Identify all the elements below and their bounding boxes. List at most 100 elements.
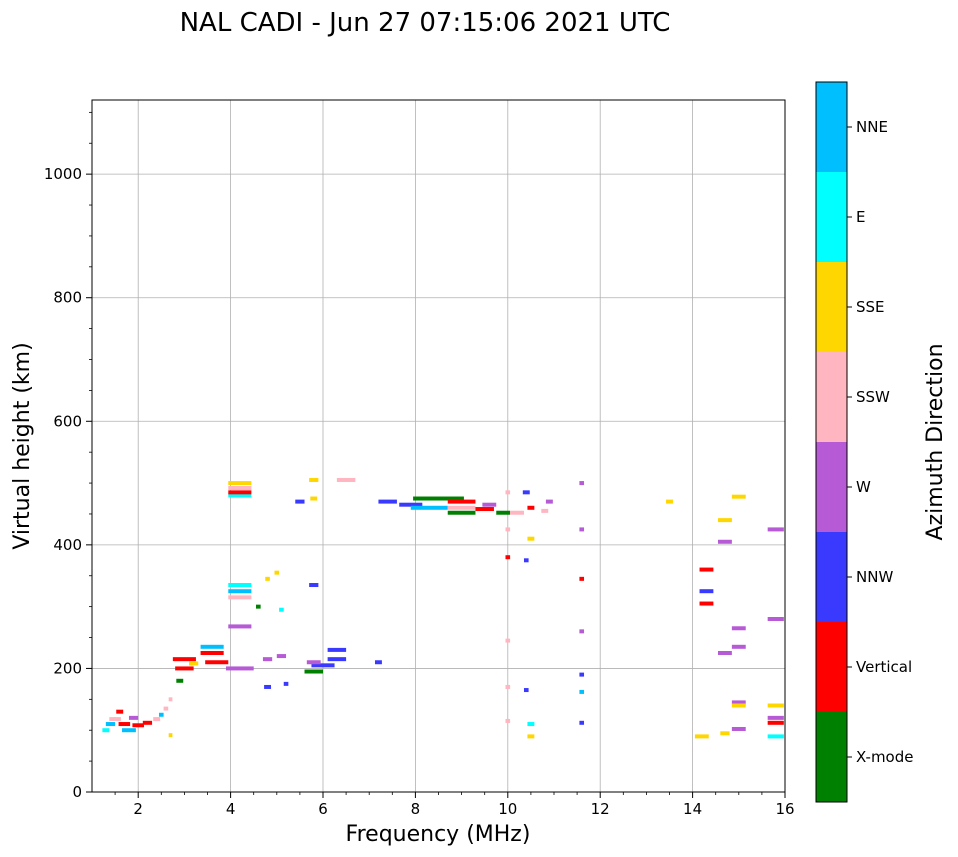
echo-point-vertical — [447, 499, 476, 504]
colorbar-segment-sse — [816, 262, 847, 352]
echo-point-nnw — [399, 502, 423, 507]
echo-point-sse — [694, 734, 709, 739]
y-tick-label: 400 — [53, 536, 82, 554]
echo-point-nnw — [522, 490, 530, 495]
echo-point-sse — [527, 734, 535, 739]
colorbar-label: X-mode — [856, 748, 913, 766]
echo-point-e — [527, 722, 535, 727]
echo-point-vertical — [118, 722, 131, 727]
echo-point-nnw — [579, 720, 585, 725]
echo-point-nnw — [327, 657, 347, 662]
echo-point-nne — [579, 689, 585, 694]
echo-point-x-mode — [304, 669, 323, 674]
echo-point-sse — [767, 703, 784, 708]
echo-point-vertical — [205, 660, 229, 665]
echo-point-ssw — [505, 684, 511, 689]
echo-point-ssw — [109, 717, 121, 722]
echo-point-nne — [158, 712, 164, 717]
colorbar-segment-nne — [816, 82, 847, 172]
data-points — [102, 477, 784, 739]
echo-point-vertical — [142, 720, 153, 725]
colorbar-label: NNE — [856, 118, 888, 136]
colorbar-segment-nnw — [816, 532, 847, 622]
echo-point-vertical — [116, 709, 124, 714]
colorbar: X-mode Vertical NNW W SSW SSE E NNE — [815, 81, 913, 803]
echo-point-w — [262, 657, 273, 662]
echo-point-w — [767, 617, 784, 621]
echo-point-w — [482, 502, 497, 507]
y-tick-label: 200 — [53, 659, 82, 677]
y-tick-label: 0 — [72, 783, 82, 801]
y-tick-label: 600 — [53, 412, 82, 430]
colorbar-label: E — [856, 208, 865, 226]
y-axis-label: Virtual height (km) — [10, 342, 35, 549]
echo-point-nnw — [327, 647, 347, 652]
echo-point-sse — [168, 733, 173, 738]
echo-point-x-mode — [496, 510, 511, 515]
echo-point-sse — [310, 496, 318, 501]
echo-point-x-mode — [447, 510, 476, 515]
colorbar-title: Azimuth Direction — [923, 343, 948, 540]
echo-point-w — [579, 481, 585, 486]
y-axis-ticks: 0 200 400 600 800 1000 — [44, 111, 92, 801]
x-axis-ticks: 2 4 6 8 10 12 14 16 — [114, 792, 795, 818]
echo-point-vertical — [200, 650, 224, 655]
x-tick-label: 2 — [133, 800, 143, 818]
colorbar-label: NNW — [856, 568, 893, 586]
colorbar-segment-vertical — [816, 622, 847, 712]
echo-point-ssw — [163, 706, 169, 711]
x-tick-label: 4 — [226, 800, 236, 818]
chart-title: NAL CADI - Jun 27 07:15:06 2021 UTC — [180, 8, 671, 38]
echo-point-nnw — [264, 684, 272, 689]
echo-point-sse — [731, 494, 746, 499]
echo-point-nne — [228, 589, 252, 594]
echo-point-nnw — [523, 558, 529, 563]
echo-point-e — [228, 493, 252, 498]
echo-point-w — [767, 715, 784, 720]
echo-point-ssw — [505, 638, 511, 643]
echo-point-sse — [228, 481, 252, 486]
echo-point-ssw — [447, 505, 476, 510]
plot-frame — [91, 99, 786, 793]
echo-point-w — [276, 654, 287, 659]
colorbar-label: Vertical — [856, 658, 912, 676]
x-tick-label: 16 — [775, 800, 794, 818]
echo-point-ssw — [510, 510, 524, 515]
echo-point-sse — [189, 661, 199, 666]
echo-point-w — [225, 666, 254, 671]
echo-point-w — [767, 527, 784, 532]
echo-point-vertical — [175, 666, 194, 671]
colorbar-frame — [815, 81, 848, 803]
echo-point-vertical — [699, 567, 714, 572]
echo-point-w — [579, 527, 585, 532]
echo-point-sse — [274, 570, 280, 575]
x-tick-label: 10 — [498, 800, 517, 818]
x-axis-label: Frequency (MHz) — [346, 822, 531, 847]
echo-point-w — [228, 624, 252, 629]
colorbar-segment-w — [816, 442, 847, 532]
echo-point-ssw — [505, 490, 511, 495]
echo-point-ssw — [228, 486, 252, 491]
echo-point-nnw — [378, 499, 397, 504]
echo-point-nnw — [523, 688, 529, 693]
echo-point-vertical — [767, 720, 784, 725]
echo-point-w — [731, 644, 746, 649]
echo-point-e — [767, 734, 784, 739]
echo-point-w — [128, 715, 139, 720]
echo-point-ssw — [541, 508, 549, 513]
echo-point-sse — [731, 703, 746, 708]
echo-point-e — [102, 728, 110, 733]
echo-point-w — [731, 726, 746, 731]
echo-point-vertical — [172, 657, 196, 662]
colorbar-segment-x-mode — [816, 712, 847, 802]
echo-point-w — [731, 700, 746, 705]
echo-point-vertical — [579, 576, 585, 581]
echo-point-ssw — [336, 477, 356, 482]
echo-point-w — [731, 626, 746, 631]
echo-point-nne — [410, 505, 448, 510]
echo-point-nne — [200, 644, 224, 649]
echo-point-nne — [105, 722, 116, 727]
grid — [92, 100, 785, 792]
echo-point-x-mode — [256, 604, 261, 609]
